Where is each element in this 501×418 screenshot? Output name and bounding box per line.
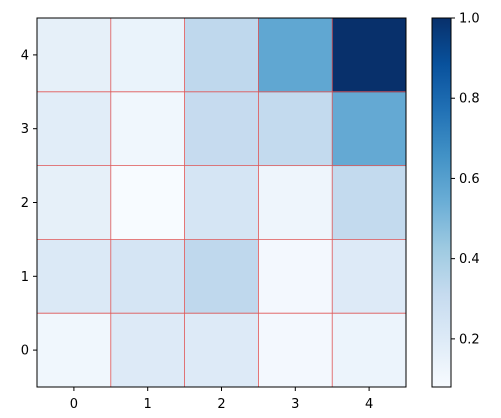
heatmap-cell-2-3 bbox=[184, 91, 259, 167]
y-tick-label: 1 bbox=[21, 270, 29, 285]
colorbar-tick-label: 0.2 bbox=[459, 332, 480, 347]
colorbar-tick-label: 0.6 bbox=[459, 172, 480, 187]
heatmap-cell-3-3 bbox=[258, 91, 333, 167]
heatmap-cell-3-1 bbox=[258, 239, 333, 314]
colorbar-tick-label: 0.4 bbox=[459, 252, 480, 267]
colorbar-tick-label: 1.0 bbox=[459, 12, 480, 27]
x-tick-label: 3 bbox=[291, 397, 299, 412]
heatmap-cell-1-2 bbox=[110, 165, 186, 240]
colorbar-axis: 0.2 0.4 0.6 0.8 1.0 bbox=[451, 12, 480, 347]
heatmap-cell-0-0 bbox=[37, 313, 112, 388]
heatmap-cell-1-0 bbox=[110, 313, 186, 388]
heatmap-cell-0-2 bbox=[37, 165, 112, 240]
heatmap-cells bbox=[37, 18, 407, 388]
y-tick-label: 0 bbox=[21, 344, 29, 359]
colorbar bbox=[431, 17, 452, 388]
heatmap-cell-4-4 bbox=[332, 18, 407, 93]
heatmap-cell-3-2 bbox=[258, 165, 333, 240]
heatmap-cell-2-4 bbox=[184, 18, 259, 93]
heatmap-cell-4-3 bbox=[332, 91, 407, 167]
heatmap-cell-3-4 bbox=[258, 18, 333, 93]
x-tick-label: 1 bbox=[144, 397, 152, 412]
x-tick-label: 0 bbox=[70, 397, 78, 412]
heatmap-cell-4-0 bbox=[332, 313, 407, 388]
heatmap-cell-4-1 bbox=[332, 239, 407, 314]
x-tick-label: 2 bbox=[217, 397, 225, 412]
heatmap-cell-4-2 bbox=[332, 165, 407, 240]
heatmap-cell-0-3 bbox=[37, 91, 112, 167]
y-tick-label: 2 bbox=[21, 196, 29, 211]
colorbar-tick-label: 0.8 bbox=[459, 92, 480, 107]
heatmap-cell-1-4 bbox=[110, 18, 186, 93]
heatmap-cell-3-0 bbox=[258, 313, 333, 388]
heatmap-cell-2-0 bbox=[184, 313, 259, 388]
y-axis: 0 1 2 3 4 bbox=[21, 48, 37, 359]
y-tick-label: 3 bbox=[21, 122, 29, 137]
heatmap-grid bbox=[37, 18, 406, 387]
heatmap-cell-1-1 bbox=[110, 239, 186, 314]
x-tick-label: 4 bbox=[365, 397, 373, 412]
heatmap-cell-0-1 bbox=[37, 239, 112, 314]
heatmap-cell-2-1 bbox=[184, 239, 259, 314]
heatmap-cell-2-2 bbox=[184, 165, 259, 240]
y-tick-label: 4 bbox=[21, 48, 29, 63]
heatmap-cell-0-4 bbox=[37, 18, 112, 93]
heatmap-cell-1-3 bbox=[110, 91, 186, 167]
x-axis: 0 1 2 3 4 bbox=[70, 387, 373, 412]
